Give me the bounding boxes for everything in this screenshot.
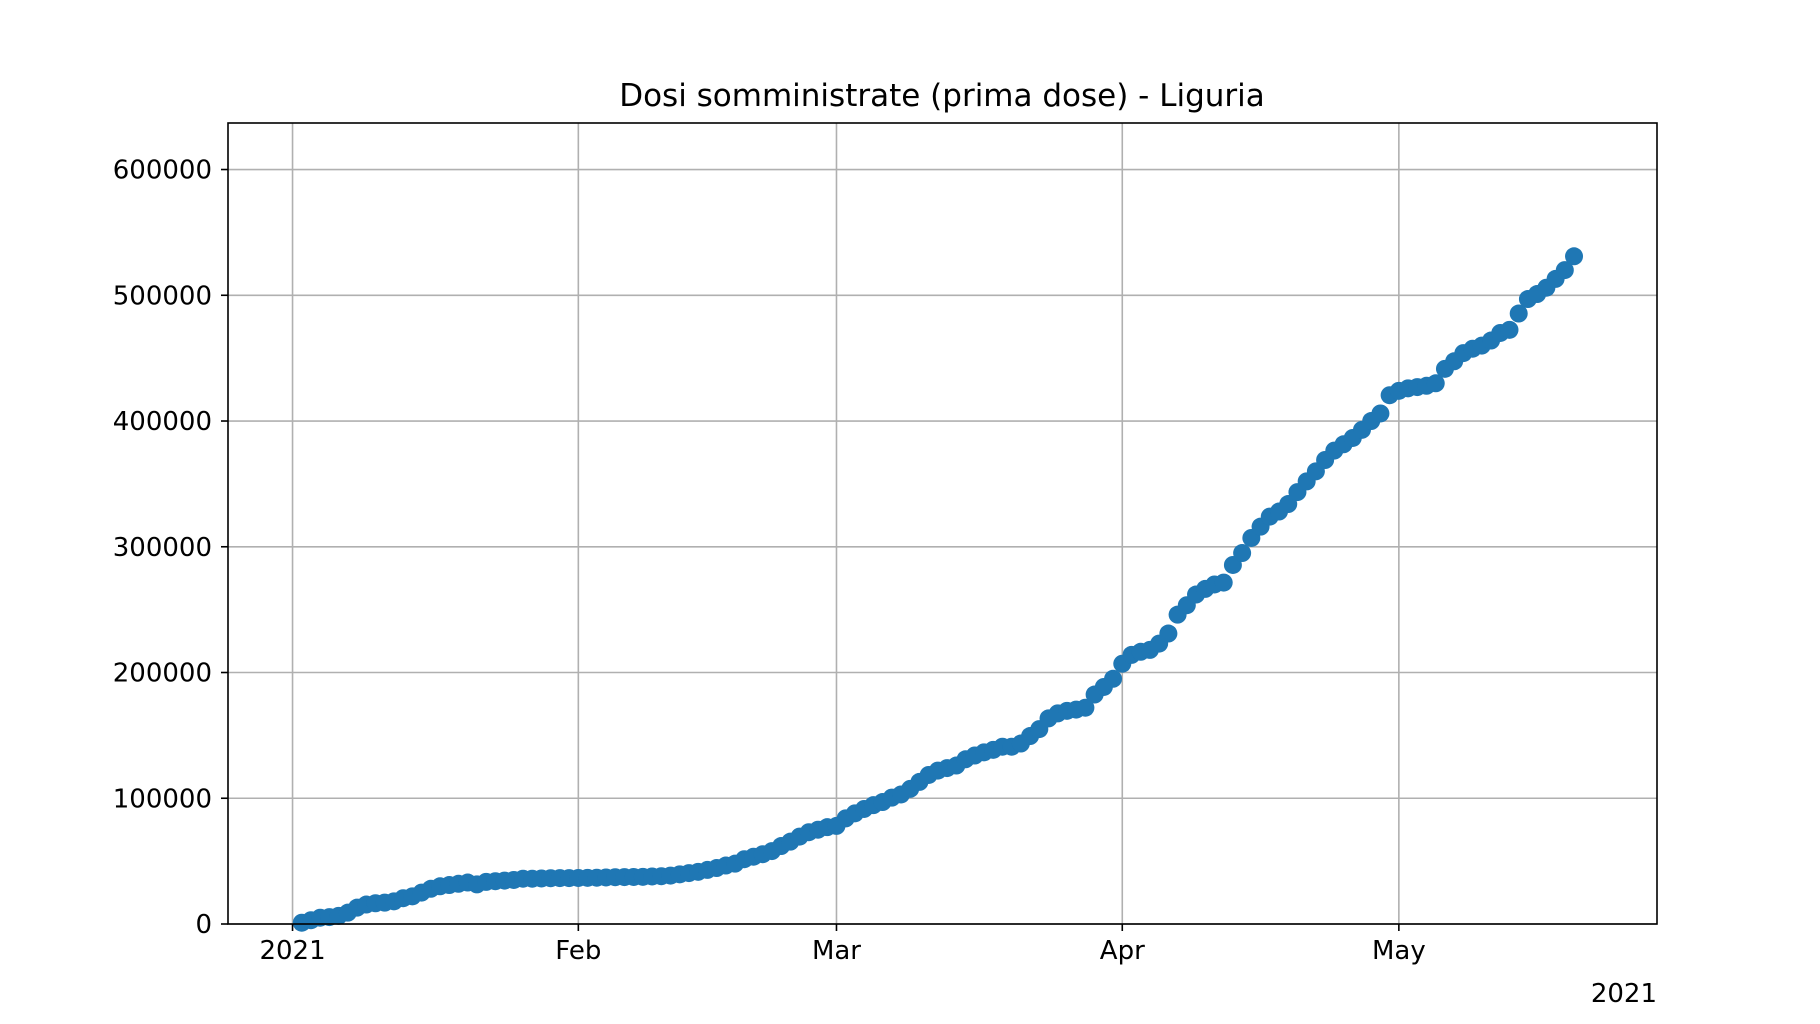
y-tick-label: 100000 [113,784,212,814]
y-tick-label: 200000 [113,659,212,689]
data-point [1565,247,1584,266]
data-point [1233,544,1252,563]
data-point [1214,573,1233,592]
data-point [1371,404,1390,423]
data-point [1555,261,1574,280]
y-tick-label: 600000 [113,156,212,186]
x-tick-label: Feb [555,936,601,966]
x-tick-label: Apr [1100,936,1145,966]
y-tick-label: 500000 [113,281,212,311]
data-point [1104,669,1123,688]
y-tick-label: 0 [195,910,212,940]
y-tick-label: 400000 [113,407,212,437]
data-point [1159,624,1178,643]
x-axis-offset-label: 2021 [1591,979,1657,1009]
y-tick-label: 300000 [113,533,212,563]
x-tick-label: Mar [812,936,861,966]
ticks: 2021 Feb Mar Apr May 0 100000 200000 300000 40000… [113,156,1426,966]
data-point [1076,698,1095,717]
chart-title: Dosi somministrate (prima dose) - Liguri… [619,78,1265,114]
x-tick-label: 2021 [259,936,325,966]
x-tick-label: May [1372,936,1426,966]
data-point [1500,320,1519,339]
data-points [292,247,1584,932]
axes-frame [227,122,1658,925]
data-point [1509,304,1528,323]
data-point [1426,374,1445,393]
